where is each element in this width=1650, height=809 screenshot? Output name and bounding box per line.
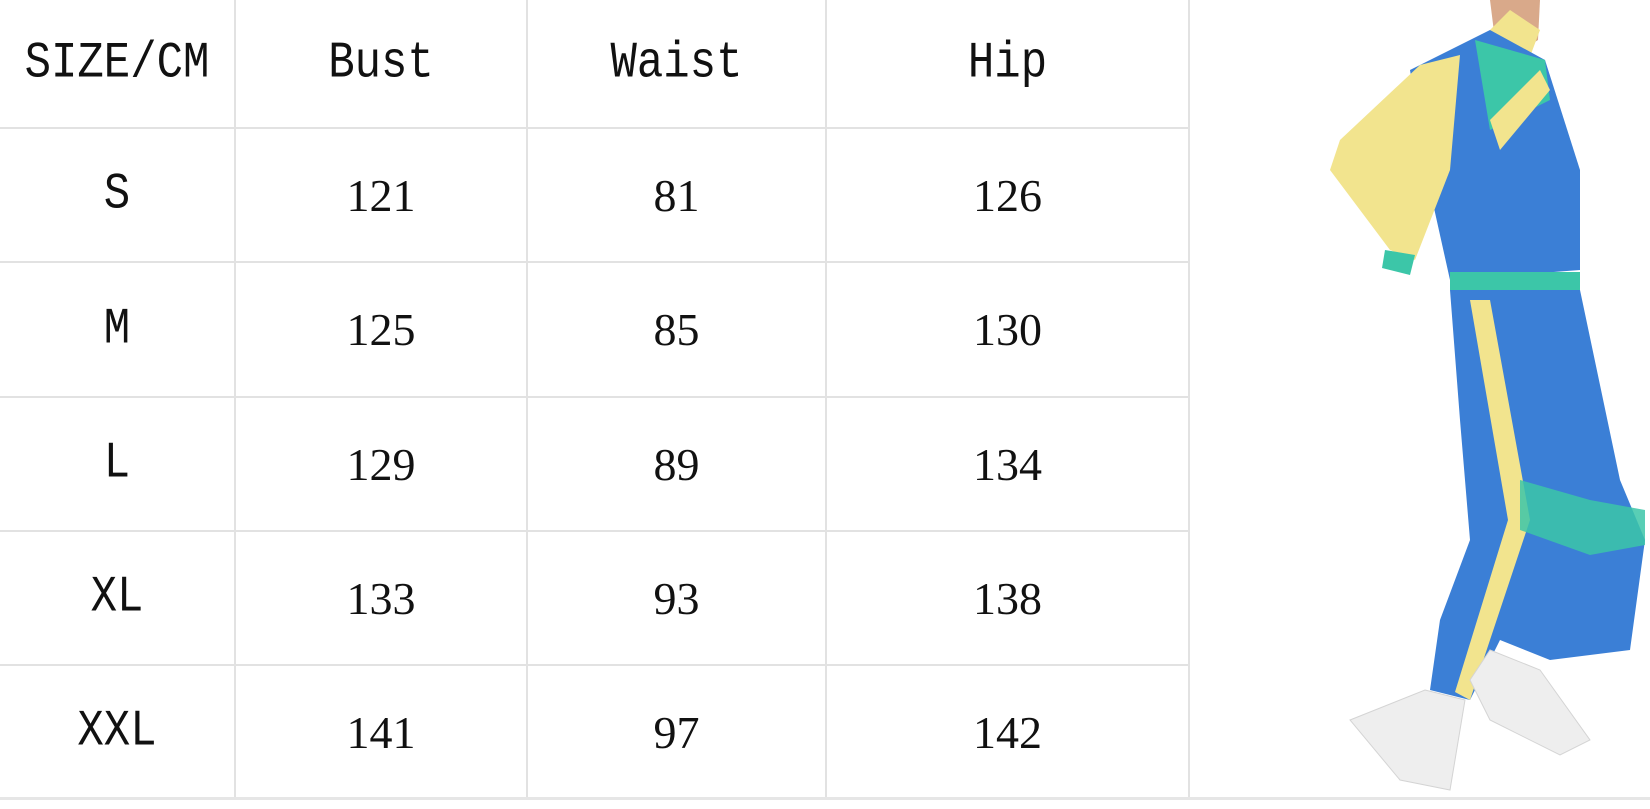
waist-cell: 81	[526, 127, 827, 263]
hip-cell: 130	[825, 261, 1190, 398]
table-row: S 121 81 126	[0, 116, 1190, 274]
table-row: L 129 89 134	[0, 385, 1190, 543]
bottom-border	[0, 797, 1650, 800]
header-size: SIZE/CM	[0, 0, 236, 139]
size-cell: XXL	[0, 653, 236, 809]
header-bust: Bust	[234, 0, 528, 139]
header-waist: Waist	[526, 0, 827, 139]
hip-cell: 134	[825, 396, 1190, 532]
table-header-row: SIZE/CM Bust Waist Hip	[0, 0, 1190, 139]
bust-cell: 141	[234, 664, 528, 800]
size-cell: M	[0, 250, 236, 409]
table-row: XL 133 93 138	[0, 519, 1190, 677]
size-cell: S	[0, 116, 236, 274]
table-row: XXL 141 97 142	[0, 653, 1190, 809]
header-hip: Hip	[825, 0, 1190, 139]
waist-cell: 97	[526, 664, 827, 800]
size-cell: XL	[0, 519, 236, 677]
tracksuit-model-image	[1330, 0, 1645, 791]
hip-cell: 138	[825, 530, 1190, 666]
hip-cell: 142	[825, 664, 1190, 800]
size-cell: L	[0, 385, 236, 543]
bust-cell: 125	[234, 261, 528, 398]
waist-cell: 93	[526, 530, 827, 666]
bust-cell: 121	[234, 127, 528, 263]
size-chart-table: SIZE/CM Bust Waist Hip S 121 81 126 M 12…	[0, 0, 1190, 809]
waist-cell: 89	[526, 396, 827, 532]
bust-cell: 133	[234, 530, 528, 666]
table-row: M 125 85 130	[0, 250, 1190, 409]
bust-cell: 129	[234, 396, 528, 532]
waist-cell: 85	[526, 261, 827, 398]
hip-cell: 126	[825, 127, 1190, 263]
